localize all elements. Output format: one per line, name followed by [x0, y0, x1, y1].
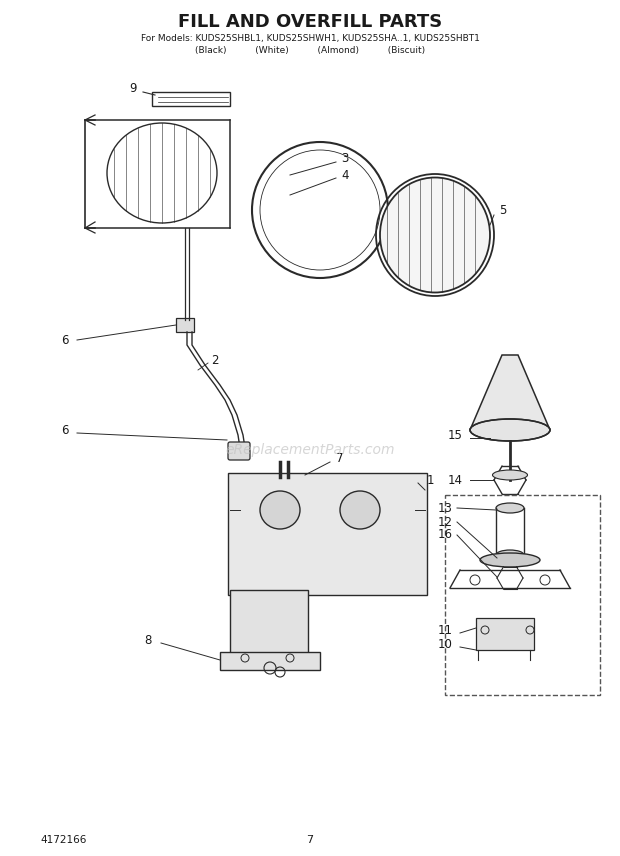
Text: 9: 9	[129, 81, 137, 94]
Text: 5: 5	[499, 204, 507, 217]
Text: 4172166: 4172166	[40, 835, 86, 845]
Text: 15: 15	[448, 429, 463, 442]
FancyBboxPatch shape	[476, 618, 534, 650]
Ellipse shape	[470, 419, 550, 441]
Ellipse shape	[340, 491, 380, 529]
Text: 7: 7	[306, 835, 314, 845]
Text: 12: 12	[438, 515, 453, 528]
Ellipse shape	[260, 491, 300, 529]
Text: 4: 4	[341, 169, 348, 181]
FancyBboxPatch shape	[228, 442, 250, 460]
Text: 14: 14	[448, 473, 463, 486]
FancyBboxPatch shape	[230, 590, 308, 662]
Text: 6: 6	[61, 424, 69, 437]
Text: (Black)          (White)          (Almond)          (Biscuit): (Black) (White) (Almond) (Biscuit)	[195, 45, 425, 55]
Text: eReplacementParts.com: eReplacementParts.com	[225, 443, 395, 457]
Text: 1: 1	[427, 473, 434, 486]
FancyBboxPatch shape	[220, 652, 320, 670]
Text: 10: 10	[438, 639, 453, 651]
Text: For Models: KUDS25SHBL1, KUDS25SHWH1, KUDS25SHA..1, KUDS25SHBT1: For Models: KUDS25SHBL1, KUDS25SHWH1, KU…	[141, 33, 479, 43]
Text: 16: 16	[438, 528, 453, 542]
Ellipse shape	[480, 553, 540, 567]
Text: 3: 3	[342, 152, 348, 164]
Text: 8: 8	[144, 633, 152, 646]
FancyBboxPatch shape	[228, 473, 427, 595]
Text: FILL AND OVERFILL PARTS: FILL AND OVERFILL PARTS	[178, 13, 442, 31]
Ellipse shape	[492, 470, 528, 480]
Ellipse shape	[496, 503, 524, 513]
Text: 7: 7	[336, 451, 343, 465]
Text: 6: 6	[61, 334, 69, 347]
Text: 13: 13	[438, 502, 453, 514]
Polygon shape	[470, 355, 550, 430]
Ellipse shape	[496, 550, 524, 560]
FancyBboxPatch shape	[176, 318, 194, 332]
Ellipse shape	[380, 177, 490, 293]
Text: 2: 2	[211, 354, 219, 366]
Text: 11: 11	[438, 623, 453, 637]
